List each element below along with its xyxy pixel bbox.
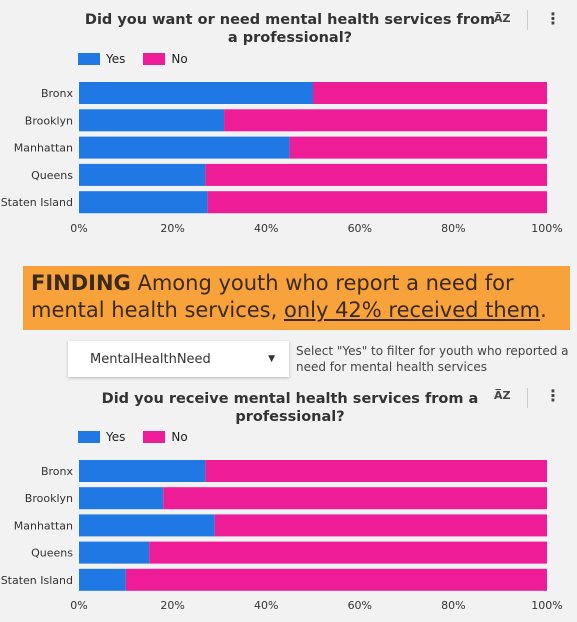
bar-yes-staten-island[interactable]	[79, 568, 126, 591]
legend-swatch-no	[143, 431, 166, 443]
bar-yes-brooklyn[interactable]	[79, 487, 164, 510]
plot-received: Bronx Brooklyn Manhattan Queens Staten Islan…	[1, 460, 563, 612]
legend-label-yes: Yes	[106, 52, 126, 66]
category-label: Brooklyn	[25, 492, 73, 505]
x-tick-label: 100%	[531, 599, 562, 612]
bar-yes-queens[interactable]	[79, 163, 206, 186]
category-label: Staten Island	[1, 574, 73, 587]
bar-no-manhattan[interactable]	[289, 136, 547, 159]
bar-yes-bronx[interactable]	[79, 82, 313, 104]
category-label: Manhattan	[14, 519, 73, 532]
x-tick-label: 60%	[348, 599, 372, 612]
x-tick-label: 100%	[531, 222, 562, 235]
filter-note: Select "Yes" to filter for youth who rep…	[296, 344, 569, 374]
bar-yes-manhattan[interactable]	[79, 136, 290, 159]
legend-swatch-yes	[78, 53, 100, 65]
legend-label-yes: Yes	[106, 430, 126, 444]
x-tick-label: 80%	[441, 599, 465, 612]
bar-no-brooklyn[interactable]	[163, 487, 548, 510]
bar-no-queens[interactable]	[149, 541, 547, 564]
bar-no-brooklyn[interactable]	[224, 109, 547, 132]
category-label: Bronx	[41, 87, 74, 100]
toolbar-divider	[527, 388, 528, 408]
legend-swatch-yes	[78, 431, 100, 443]
bar-yes-staten-island[interactable]	[79, 191, 208, 214]
chevron-down-icon: ▼	[268, 354, 275, 364]
legend-item-yes[interactable]: Yes	[78, 430, 125, 444]
x-tick-label: 80%	[441, 222, 465, 235]
legend-label-no: No	[171, 430, 188, 444]
category-label: Bronx	[41, 465, 74, 478]
plot-want-need: Bronx Brooklyn Manhattan Queens Staten Islan…	[1, 82, 563, 235]
x-tick-label: 20%	[160, 599, 184, 612]
bar-yes-manhattan[interactable]	[79, 514, 215, 537]
bar-no-queens[interactable]	[205, 163, 548, 186]
x-tick-label: 0%	[70, 222, 87, 235]
x-tick-label: 20%	[160, 222, 184, 235]
bar-yes-queens[interactable]	[79, 541, 150, 564]
x-tick-label: 40%	[254, 222, 278, 235]
finding-end: .	[540, 298, 547, 322]
bar-no-bronx[interactable]	[205, 460, 548, 482]
finding-text: Among youth who report a need for mental…	[31, 271, 514, 322]
bar-no-manhattan[interactable]	[214, 514, 547, 537]
filter-selected-value: MentalHealthNeed	[90, 351, 211, 367]
more-vert-icon[interactable]: ⋮	[545, 9, 561, 28]
finding-highlight: only 42% received them	[283, 298, 541, 322]
legend-item-no[interactable]: No	[143, 52, 188, 66]
legend: Yes No	[78, 430, 206, 444]
category-label: Staten Island	[1, 196, 73, 209]
more-vert-icon[interactable]: ⋮	[545, 386, 561, 405]
chart-title: Did you want or need mental health servi…	[84, 12, 496, 46]
bar-no-staten-island[interactable]	[207, 191, 547, 214]
toolbar-divider	[527, 10, 528, 30]
legend-item-no[interactable]: No	[143, 430, 188, 444]
legend-label-no: No	[171, 52, 188, 66]
bar-yes-brooklyn[interactable]	[79, 109, 225, 132]
legend-item-yes[interactable]: Yes	[78, 52, 125, 66]
category-label: Manhattan	[14, 142, 73, 155]
chart-title: Did you receive mental health services f…	[101, 391, 479, 425]
chart-want-need: Did you want or need mental health servi…	[0, 0, 577, 255]
sort-az-icon[interactable]: A̅Z	[494, 12, 511, 25]
bar-no-bronx[interactable]	[313, 82, 547, 104]
category-label: Queens	[31, 547, 73, 560]
x-tick-label: 0%	[70, 599, 87, 612]
category-label: Brooklyn	[25, 114, 73, 127]
category-label: Queens	[31, 169, 73, 182]
x-tick-label: 60%	[348, 222, 372, 235]
x-tick-label: 40%	[254, 599, 278, 612]
sort-az-icon[interactable]: A̅Z	[494, 389, 511, 402]
legend: Yes No	[78, 52, 206, 66]
bar-yes-bronx[interactable]	[79, 460, 206, 482]
finding-banner: FINDING Among youth who report a need fo…	[23, 266, 570, 330]
mental-health-need-filter[interactable]: MentalHealthNeed ▼	[68, 341, 289, 377]
chart-received: Did you receive mental health services f…	[0, 385, 577, 622]
legend-swatch-no	[143, 53, 166, 65]
bar-no-staten-island[interactable]	[125, 568, 548, 591]
finding-lead: FINDING	[31, 271, 131, 295]
